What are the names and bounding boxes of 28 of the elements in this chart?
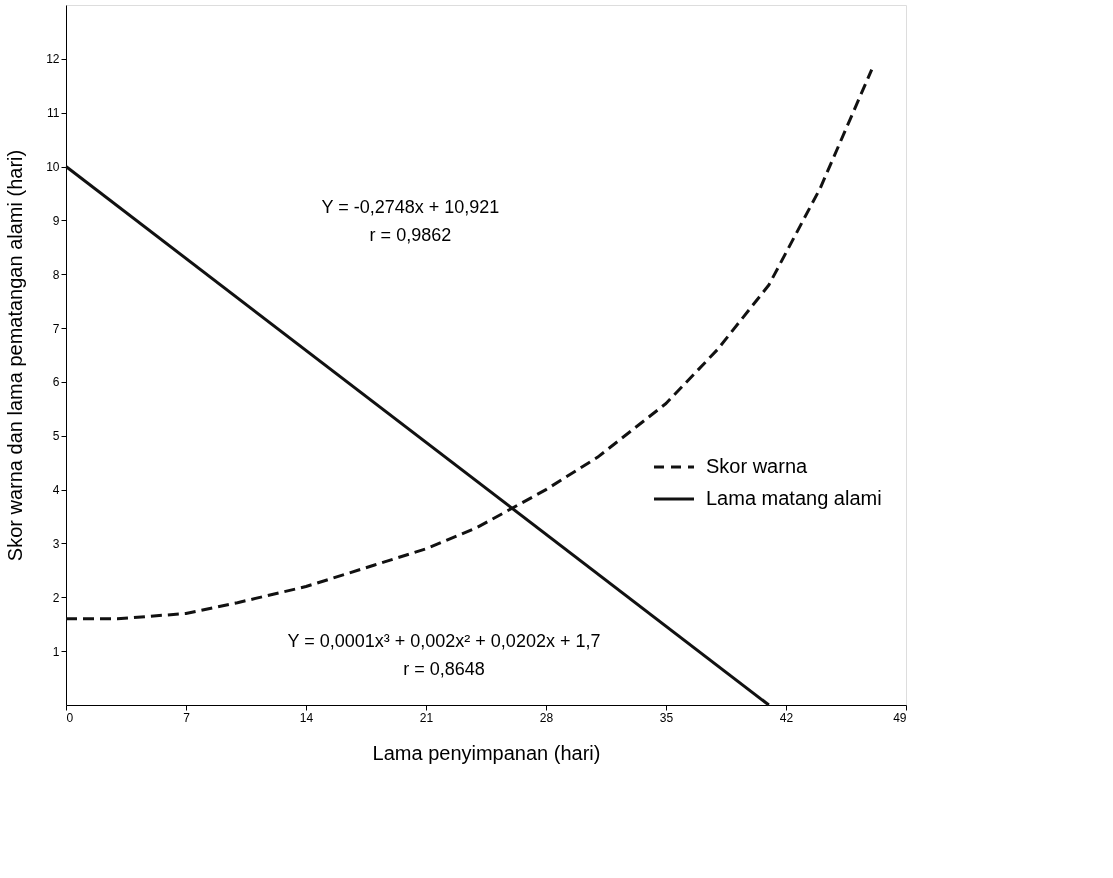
y-tick-label: 12 <box>46 52 60 67</box>
y-tick-label: 2 <box>52 590 60 605</box>
x-tick-label: 0 <box>66 710 74 725</box>
y-axis-title: Skor warna dan lama pematangan alami (hari) <box>4 149 27 562</box>
legend-label: Lama matang alami <box>706 487 882 509</box>
annotation: Y = -0,2748x + 10,921 <box>321 197 500 217</box>
y-tick-label: 1 <box>52 644 60 659</box>
y-tick-label: 10 <box>46 160 60 175</box>
y-tick-label: 6 <box>52 375 60 390</box>
annotation: r = 0,9862 <box>369 225 452 245</box>
x-tick-label: 14 <box>299 710 314 725</box>
x-tick-label: 35 <box>659 710 674 725</box>
y-tick-label: 8 <box>52 267 60 282</box>
annotation: Y = 0,0001x³ + 0,002x² + 0,0202x + 1,7 <box>287 631 601 651</box>
y-tick-label: 7 <box>52 321 60 336</box>
x-tick-label: 7 <box>183 710 191 725</box>
x-tick-label: 42 <box>779 710 794 725</box>
x-tick-label: 28 <box>539 710 554 725</box>
y-tick-label: 11 <box>47 106 60 121</box>
x-tick-label: 49 <box>893 710 907 725</box>
x-tick-label: 21 <box>419 710 434 725</box>
y-tick-label: 9 <box>52 213 60 228</box>
annotation: r = 0,8648 <box>403 659 485 679</box>
y-tick-label: 5 <box>52 429 60 444</box>
y-tick-label: 3 <box>52 536 60 551</box>
legend-label: Skor warna <box>706 455 809 477</box>
x-axis-title: Lama penyimpanan (hari) <box>372 741 601 764</box>
y-tick-label: 4 <box>52 483 60 498</box>
